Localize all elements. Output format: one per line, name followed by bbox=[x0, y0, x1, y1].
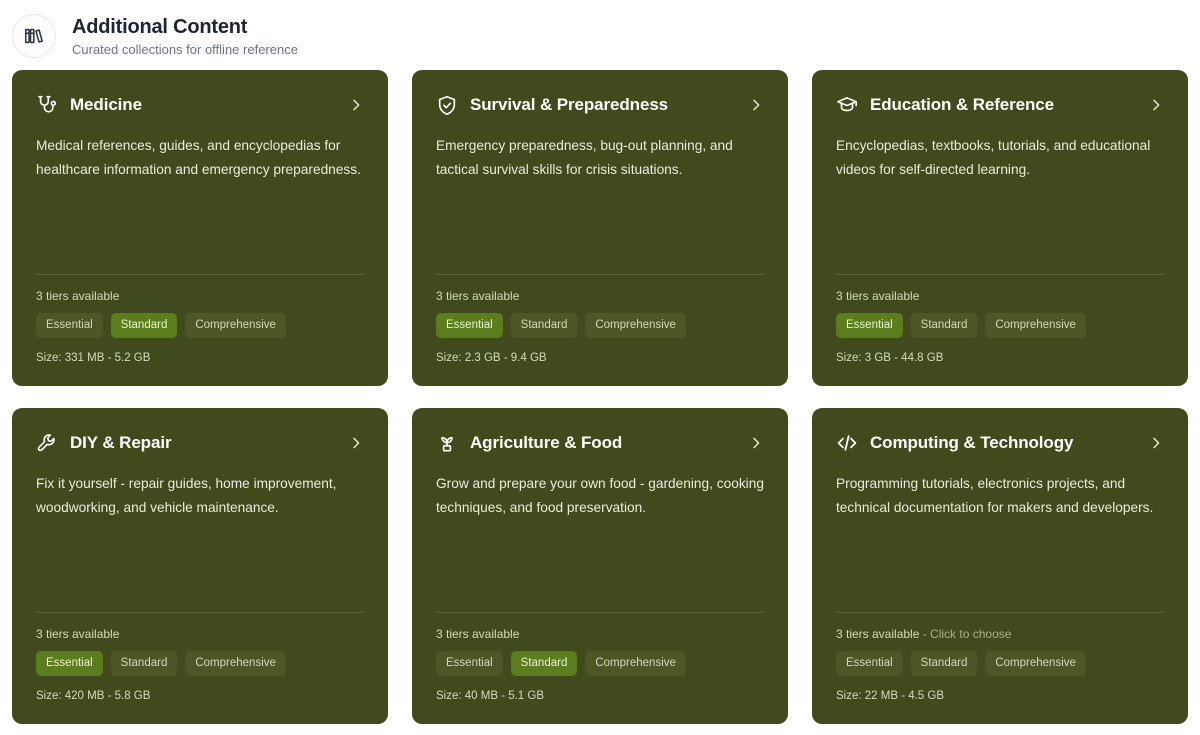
tier-badge-essential[interactable]: Essential bbox=[436, 313, 503, 338]
card-divider bbox=[36, 612, 364, 613]
chevron-right-icon[interactable] bbox=[748, 97, 764, 113]
card-description: Grow and prepare your own food - gardeni… bbox=[436, 476, 764, 515]
card-description: Medical references, guides, and encyclop… bbox=[36, 138, 361, 177]
category-card[interactable]: DIY & Repair Fix it yourself - repair gu… bbox=[12, 408, 388, 724]
card-title: Survival & Preparedness bbox=[470, 95, 669, 114]
tier-badge-group: Essential Standard Comprehensive bbox=[836, 651, 1164, 676]
category-card[interactable]: Agriculture & Food Grow and prepare your… bbox=[412, 408, 788, 724]
page-title: Additional Content bbox=[72, 15, 248, 38]
tier-badge-essential[interactable]: Essential bbox=[836, 313, 903, 338]
tier-count-text: 3 tiers available bbox=[436, 627, 520, 641]
card-divider bbox=[436, 612, 764, 613]
category-card[interactable]: Computing & Technology Programming tutor… bbox=[812, 408, 1188, 724]
category-card-grid: Medicine Medical references, guides, and… bbox=[0, 60, 1200, 724]
page-subtitle: Curated collections for offline referenc… bbox=[72, 41, 298, 57]
tier-badge-standard[interactable]: Standard bbox=[110, 313, 178, 338]
chevron-right-icon[interactable] bbox=[1148, 435, 1164, 451]
card-title: DIY & Repair bbox=[70, 433, 172, 452]
tier-badge-essential[interactable]: Essential bbox=[36, 651, 103, 676]
graduation-cap-icon bbox=[836, 94, 858, 116]
chevron-right-icon[interactable] bbox=[748, 435, 764, 451]
card-size-text: Size: 2.3 GB - 9.4 GB bbox=[436, 352, 547, 364]
card-header: Survival & Preparedness bbox=[436, 92, 764, 118]
card-size-text: Size: 22 MB - 4.5 GB bbox=[836, 690, 945, 702]
wrench-icon bbox=[36, 432, 58, 454]
category-card[interactable]: Survival & Preparedness Emergency prepar… bbox=[412, 70, 788, 386]
card-size-text: Size: 331 MB - 5.2 GB bbox=[36, 352, 151, 364]
tier-badge-group: Essential Standard Comprehensive bbox=[36, 651, 364, 676]
tier-badge-group: Essential Standard Comprehensive bbox=[836, 313, 1164, 338]
tier-badge-comprehensive[interactable]: Comprehensive bbox=[985, 651, 1086, 676]
category-card[interactable]: Education & Reference Encyclopedias, tex… bbox=[812, 70, 1188, 386]
card-header: DIY & Repair bbox=[36, 430, 364, 456]
tier-badge-comprehensive[interactable]: Comprehensive bbox=[985, 313, 1086, 338]
tier-badge-group: Essential Standard Comprehensive bbox=[436, 651, 764, 676]
card-spacer bbox=[836, 520, 1164, 612]
chevron-right-icon[interactable] bbox=[348, 97, 364, 113]
card-spacer bbox=[36, 182, 364, 274]
tier-availability-label: 3 tiers available - Click to choose bbox=[836, 627, 1164, 642]
tier-badge-group: Essential Standard Comprehensive bbox=[436, 313, 764, 338]
card-header: Medicine bbox=[36, 92, 364, 118]
card-description: Programming tutorials, electronics proje… bbox=[836, 476, 1154, 515]
header-text-block: Additional Content Curated collections f… bbox=[72, 15, 298, 58]
card-description: Emergency preparedness, bug-out planning… bbox=[436, 138, 733, 177]
card-size-text: Size: 40 MB - 5.1 GB bbox=[436, 690, 545, 702]
chevron-right-icon[interactable] bbox=[1148, 97, 1164, 113]
category-card[interactable]: Medicine Medical references, guides, and… bbox=[12, 70, 388, 386]
stethoscope-icon bbox=[36, 94, 58, 116]
sprout-plant-icon bbox=[436, 432, 458, 454]
tier-availability-label: 3 tiers available bbox=[436, 289, 764, 304]
chevron-right-icon[interactable] bbox=[348, 435, 364, 451]
books-library-icon bbox=[12, 14, 56, 58]
tier-badge-essential[interactable]: Essential bbox=[836, 651, 903, 676]
card-divider bbox=[436, 274, 764, 275]
card-title: Medicine bbox=[70, 95, 142, 114]
tier-badge-comprehensive[interactable]: Comprehensive bbox=[185, 313, 286, 338]
tier-badge-group: Essential Standard Comprehensive bbox=[36, 313, 364, 338]
tier-badge-comprehensive[interactable]: Comprehensive bbox=[185, 651, 286, 676]
tier-count-text: 3 tiers available bbox=[836, 627, 920, 641]
tier-badge-standard[interactable]: Standard bbox=[910, 313, 978, 338]
tier-count-text: 3 tiers available bbox=[836, 289, 920, 303]
card-divider bbox=[836, 612, 1164, 613]
shield-check-icon bbox=[436, 94, 458, 116]
card-title: Education & Reference bbox=[870, 95, 1055, 114]
card-divider bbox=[36, 274, 364, 275]
card-header: Agriculture & Food bbox=[436, 430, 764, 456]
tier-availability-label: 3 tiers available bbox=[436, 627, 764, 642]
card-header: Computing & Technology bbox=[836, 430, 1164, 456]
card-title: Agriculture & Food bbox=[470, 433, 623, 452]
tier-count-text: 3 tiers available bbox=[436, 289, 520, 303]
tier-count-text: 3 tiers available bbox=[36, 289, 120, 303]
tier-badge-standard[interactable]: Standard bbox=[510, 651, 578, 676]
tier-availability-label: 3 tiers available bbox=[836, 289, 1164, 304]
tier-badge-essential[interactable]: Essential bbox=[436, 651, 503, 676]
code-brackets-icon bbox=[836, 432, 858, 454]
tier-badge-essential[interactable]: Essential bbox=[36, 313, 103, 338]
page-header: Additional Content Curated collections f… bbox=[0, 0, 1200, 60]
card-title: Computing & Technology bbox=[870, 433, 1074, 452]
tier-count-text: 3 tiers available bbox=[36, 627, 120, 641]
tier-hint-text: - Click to choose bbox=[919, 627, 1012, 641]
card-description: Encyclopedias, textbooks, tutorials, and… bbox=[836, 138, 1151, 177]
card-header: Education & Reference bbox=[836, 92, 1164, 118]
card-spacer bbox=[36, 520, 364, 612]
tier-badge-comprehensive[interactable]: Comprehensive bbox=[585, 313, 686, 338]
card-divider bbox=[836, 274, 1164, 275]
card-spacer bbox=[436, 520, 764, 612]
tier-availability-label: 3 tiers available bbox=[36, 289, 364, 304]
tier-badge-standard[interactable]: Standard bbox=[110, 651, 178, 676]
card-spacer bbox=[436, 182, 764, 274]
card-spacer bbox=[836, 182, 1164, 274]
card-size-text: Size: 420 MB - 5.8 GB bbox=[36, 690, 151, 702]
tier-badge-standard[interactable]: Standard bbox=[910, 651, 978, 676]
tier-badge-standard[interactable]: Standard bbox=[510, 313, 578, 338]
card-description: Fix it yourself - repair guides, home im… bbox=[36, 476, 337, 515]
tier-availability-label: 3 tiers available bbox=[36, 627, 364, 642]
tier-badge-comprehensive[interactable]: Comprehensive bbox=[585, 651, 686, 676]
card-size-text: Size: 3 GB - 44.8 GB bbox=[836, 352, 944, 364]
